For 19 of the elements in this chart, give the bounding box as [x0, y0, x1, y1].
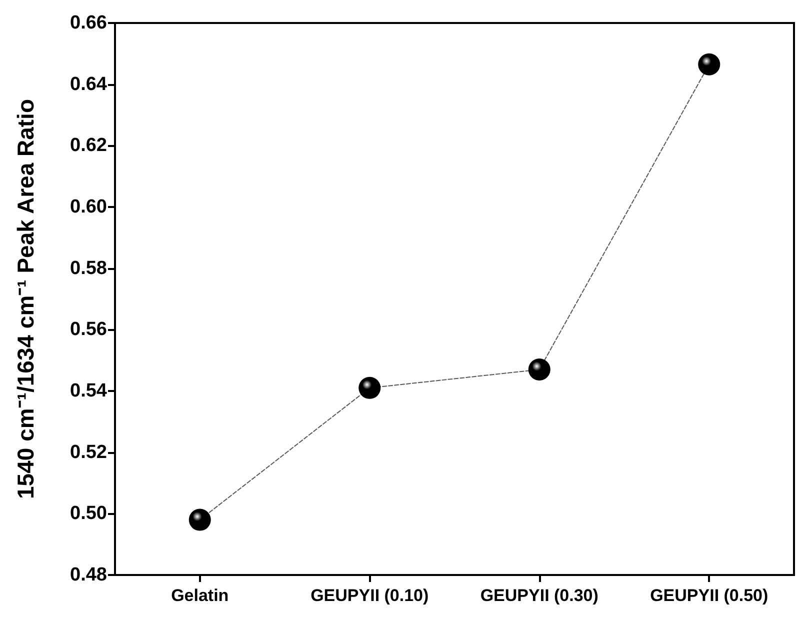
- y-tick-label: 0.60: [70, 196, 107, 218]
- point: [188, 508, 211, 531]
- y-tick-label: 0.62: [70, 135, 107, 156]
- y-tick-label: 0.50: [70, 503, 107, 524]
- y-tick-label: 0.66: [70, 12, 107, 34]
- point: [528, 358, 550, 381]
- x-tick-label: GEUPYII (0.10): [310, 586, 429, 605]
- x-tick-label: GEUPYII (0.30): [480, 586, 598, 605]
- y-tick-label: 0.52: [70, 442, 107, 463]
- point: [698, 53, 720, 76]
- y-axis-title: 1540 cm⁻¹/1634 cm⁻¹ Peak Area Ratio: [12, 99, 38, 499]
- x-tick-label: Gelatin: [171, 586, 229, 605]
- point: [358, 376, 381, 399]
- y-tick-label: 0.64: [70, 74, 108, 95]
- y-tick-label: 0.54: [70, 380, 108, 402]
- y-tick-label: 0.56: [70, 319, 107, 340]
- y-tick-label: 0.58: [70, 258, 107, 279]
- x-tick-label: GEUPYII (0.50): [650, 586, 768, 605]
- y-tick-label: 0.48: [70, 564, 107, 586]
